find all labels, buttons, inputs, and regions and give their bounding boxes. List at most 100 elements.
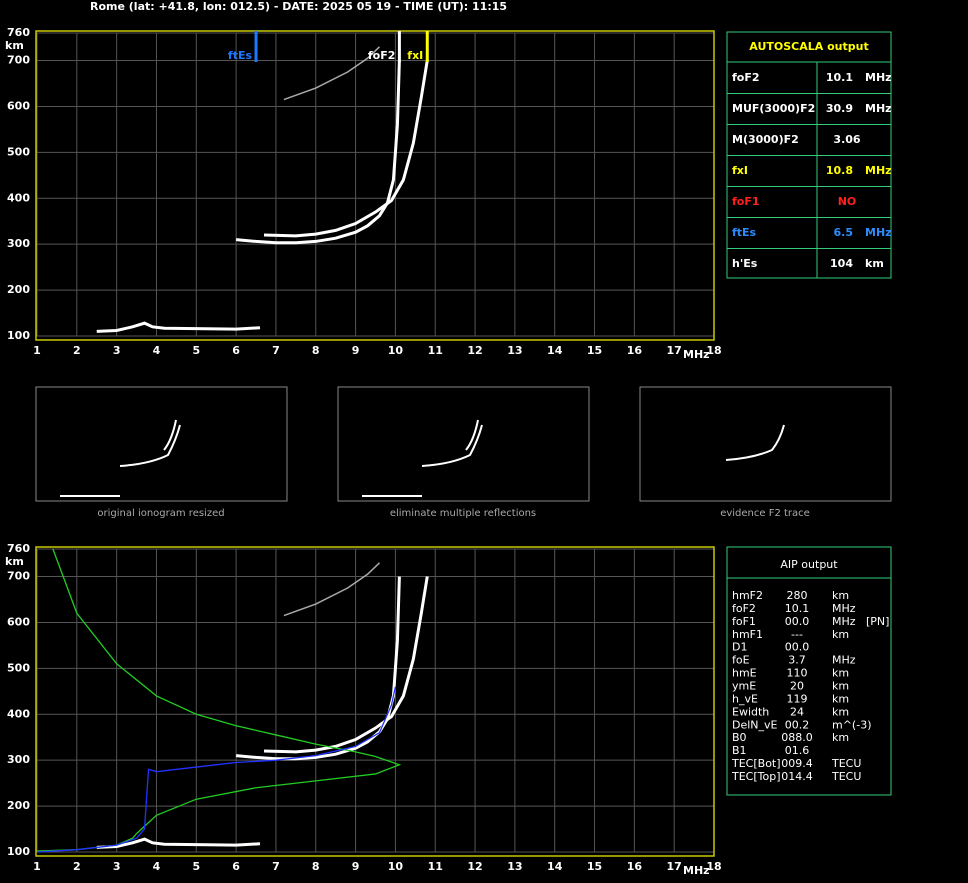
trace — [36, 548, 402, 852]
x-tick-label: 8 — [312, 344, 320, 357]
autoscala-value: 30.9 — [826, 102, 853, 115]
x-tick-label: 14 — [547, 860, 563, 873]
x-tick-label: 1 — [33, 860, 41, 873]
autoscala-value: 10.8 — [826, 164, 853, 177]
aip-value: 088.0 — [781, 731, 813, 744]
y-tick-label: 100 — [7, 845, 30, 858]
aip-value: 00.0 — [785, 641, 810, 654]
y-tick-label: 600 — [7, 99, 30, 112]
aip-value: 3.7 — [788, 654, 806, 667]
x-tick-label: 13 — [507, 344, 522, 357]
aip-value: 10.1 — [785, 602, 810, 615]
x-tick-label: 8 — [312, 860, 320, 873]
trace — [283, 562, 381, 617]
thumbnail-frame — [337, 386, 590, 502]
aip-unit: km — [832, 705, 849, 718]
trace — [36, 686, 397, 853]
aip-unit: TECU — [831, 770, 861, 783]
trace — [235, 60, 401, 245]
aip-unit: km — [832, 692, 849, 705]
x-tick-label: 18 — [706, 344, 721, 357]
x-tick-label: 16 — [627, 860, 643, 873]
y-tick-label: 600 — [7, 615, 30, 628]
autoscala-unit: MHz — [865, 102, 892, 115]
y-tick-label: 300 — [7, 753, 30, 766]
aip-unit: MHz — [832, 654, 856, 667]
autoscala-unit: km — [865, 257, 884, 270]
autoscala-label: h'Es — [732, 257, 758, 270]
thumbnail-trace — [60, 419, 181, 497]
autoscala-label: foF2 — [732, 71, 760, 84]
autoscala-value: 6.5 — [834, 226, 854, 239]
autoscala-value: 10.1 — [826, 71, 853, 84]
y-tick-label: 300 — [7, 237, 30, 250]
aip-value: 014.4 — [781, 770, 813, 783]
thumbnail-caption: original ionogram resized — [97, 508, 224, 519]
aip-value: 20 — [790, 680, 804, 693]
aip-label: Ewidth — [732, 705, 769, 718]
thumbnail-caption: eliminate multiple reflections — [390, 508, 536, 519]
x-tick-label: 10 — [388, 344, 404, 357]
aip-label: hmE — [732, 667, 757, 680]
y-tick-label: 500 — [7, 145, 30, 158]
y-tick-label: 760 — [7, 542, 30, 555]
thumbnail-frame — [35, 386, 288, 502]
aip-unit: km — [832, 589, 849, 602]
y-tick-label: 200 — [7, 799, 30, 812]
x-tick-label: 16 — [627, 344, 643, 357]
aip-unit: m^(-3) — [832, 718, 871, 731]
aip-label: foF2 — [732, 602, 756, 615]
plot-frame — [35, 30, 715, 341]
trace — [283, 46, 381, 101]
x-tick-label: 5 — [192, 860, 200, 873]
x-tick-label: 6 — [232, 860, 240, 873]
aip-label: h_vE — [732, 692, 758, 705]
x-tick-label: 3 — [113, 860, 121, 873]
autoscala-value: NO — [838, 195, 857, 208]
x-tick-label: 13 — [507, 860, 522, 873]
thumbnail-trace — [725, 424, 785, 461]
aip-unit: km — [832, 628, 849, 641]
autoscala-value: 104 — [830, 257, 853, 270]
aip-value: 24 — [790, 705, 804, 718]
aip-unit: km — [832, 680, 849, 693]
autoscala-label: M(3000)F2 — [732, 133, 799, 146]
x-axis-label: MHz — [683, 348, 710, 361]
y-tick-label: 400 — [7, 191, 30, 204]
x-tick-label: 2 — [73, 860, 81, 873]
marker-label: fxI — [407, 49, 423, 62]
x-tick-label: 10 — [388, 860, 404, 873]
aip-unit: MHz — [832, 615, 856, 628]
autoscala-label: MUF(3000)F2 — [732, 102, 815, 115]
y-tick-label: 700 — [7, 54, 30, 67]
x-tick-label: 12 — [467, 344, 482, 357]
autoscala-label: fxI — [732, 164, 748, 177]
x-tick-label: 11 — [428, 860, 443, 873]
aip-label: DelN_vE — [732, 718, 778, 731]
x-tick-label: 9 — [352, 860, 360, 873]
x-tick-label: 15 — [587, 344, 602, 357]
aip-title: AIP output — [780, 558, 838, 571]
aip-unit: km — [832, 667, 849, 680]
aip-value: 00.2 — [785, 718, 810, 731]
x-tick-label: 18 — [706, 860, 721, 873]
aip-value: 110 — [787, 667, 808, 680]
aip-value: 009.4 — [781, 757, 813, 770]
autoscala-unit: MHz — [865, 71, 892, 84]
x-tick-label: 11 — [428, 344, 443, 357]
x-tick-label: 17 — [667, 344, 682, 357]
aip-label: hmF1 — [732, 628, 763, 641]
trace — [96, 837, 261, 849]
aip-label: foF1 — [732, 615, 756, 628]
x-tick-label: 4 — [153, 344, 161, 357]
x-tick-label: 9 — [352, 344, 360, 357]
header-title: Rome (lat: +41.8, lon: 012.5) - DATE: 20… — [90, 0, 507, 13]
x-tick-label: 7 — [272, 860, 280, 873]
y-axis-label: km — [5, 39, 24, 52]
aip-note: [PN] — [866, 615, 889, 628]
x-axis-label: MHz — [683, 864, 710, 877]
aip-label: TEC[Bot] — [731, 757, 781, 770]
aip-label: TEC[Top] — [731, 770, 781, 783]
